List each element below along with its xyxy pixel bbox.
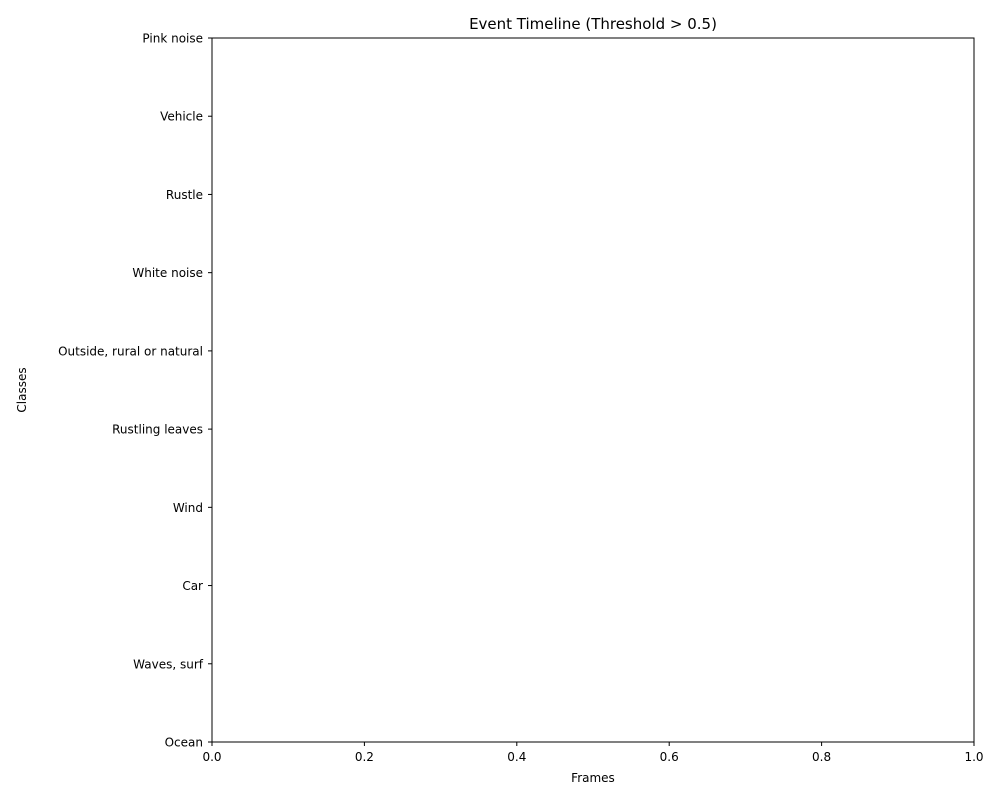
y-tick-label: Waves, surf xyxy=(133,657,204,671)
y-axis-ticks: Ocean Waves, surf Car Wind Rustling leaves Ou… xyxy=(58,32,212,750)
x-tick-label: 0.2 xyxy=(355,750,374,764)
y-tick-label: White noise xyxy=(132,266,203,280)
x-tick-label: 1.0 xyxy=(964,750,983,764)
x-tick-label: 0.6 xyxy=(660,750,679,764)
y-tick-label: Wind xyxy=(173,501,203,515)
y-tick-label: Rustle xyxy=(166,188,203,202)
y-tick-label: Vehicle xyxy=(160,110,203,124)
x-axis-label: Frames xyxy=(571,771,615,785)
x-tick-label: 0.4 xyxy=(507,750,526,764)
x-tick-label: 0.8 xyxy=(812,750,831,764)
chart-title: Event Timeline (Threshold > 0.5) xyxy=(469,15,717,33)
y-tick-label: Ocean xyxy=(165,736,203,750)
x-axis-ticks: 0.0 0.2 0.4 0.6 0.8 1.0 xyxy=(202,742,984,764)
y-axis-label: Classes xyxy=(15,367,29,412)
y-tick-label: Pink noise xyxy=(142,32,203,46)
plot-area-frame xyxy=(211,37,975,743)
y-tick-label: Car xyxy=(182,579,203,593)
x-tick-label: 0.0 xyxy=(202,750,221,764)
y-tick-label: Rustling leaves xyxy=(112,423,203,437)
y-tick-label: Outside, rural or natural xyxy=(58,344,203,358)
